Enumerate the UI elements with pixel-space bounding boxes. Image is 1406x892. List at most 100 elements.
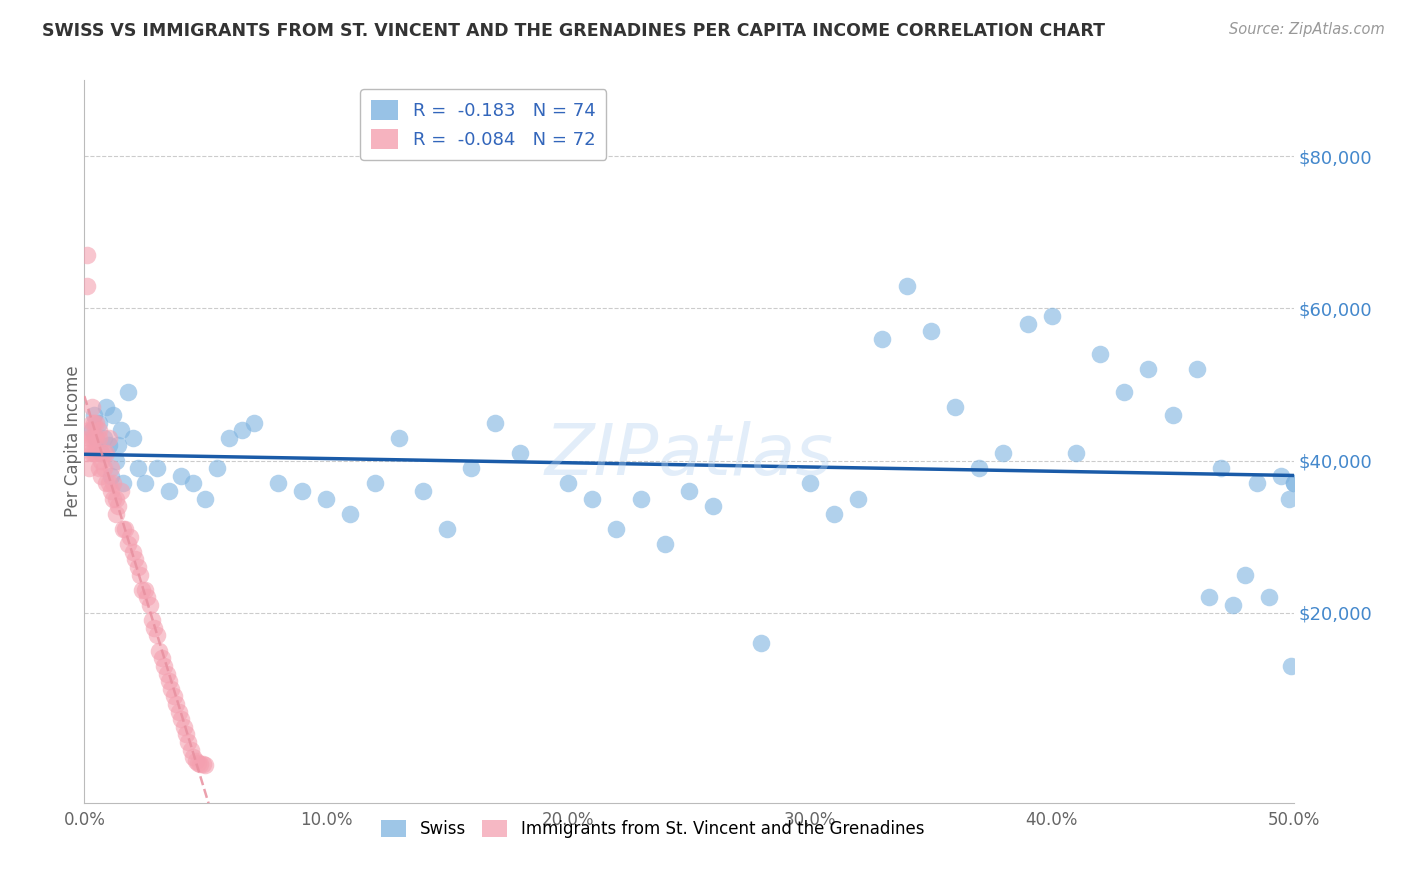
- Point: [86, 446, 108, 460]
- Point: [104, 507, 127, 521]
- Y-axis label: Per Capita Income: Per Capita Income: [65, 366, 82, 517]
- Point: [654, 537, 676, 551]
- Point: [87, 416, 110, 430]
- Point: [90, 453, 112, 467]
- Point: [170, 468, 193, 483]
- Point: [157, 483, 180, 498]
- Point: [363, 476, 385, 491]
- Point: [157, 674, 180, 689]
- Point: [1209, 461, 1232, 475]
- Point: [134, 476, 156, 491]
- Point: [846, 491, 869, 506]
- Point: [191, 757, 214, 772]
- Point: [87, 461, 110, 475]
- Point: [581, 491, 603, 506]
- Point: [87, 431, 110, 445]
- Point: [751, 636, 773, 650]
- Point: [76, 278, 98, 293]
- Point: [436, 522, 458, 536]
- Point: [207, 461, 229, 475]
- Point: [83, 446, 105, 460]
- Point: [181, 476, 204, 491]
- Point: [1278, 491, 1301, 506]
- Point: [110, 423, 132, 437]
- Point: [127, 461, 149, 475]
- Point: [104, 453, 127, 467]
- Point: [80, 423, 103, 437]
- Point: [167, 705, 190, 719]
- Point: [1040, 309, 1063, 323]
- Point: [80, 416, 103, 430]
- Point: [630, 491, 652, 506]
- Point: [90, 446, 112, 460]
- Point: [77, 423, 100, 437]
- Point: [460, 461, 482, 475]
- Point: [267, 476, 290, 491]
- Point: [120, 530, 142, 544]
- Point: [97, 431, 120, 445]
- Point: [143, 621, 166, 635]
- Point: [93, 431, 115, 445]
- Point: [110, 483, 132, 498]
- Point: [80, 446, 103, 460]
- Point: [83, 416, 105, 430]
- Point: [1246, 476, 1268, 491]
- Text: Source: ZipAtlas.com: Source: ZipAtlas.com: [1229, 22, 1385, 37]
- Point: [93, 461, 115, 475]
- Point: [1161, 408, 1184, 422]
- Point: [557, 476, 579, 491]
- Point: [100, 461, 122, 475]
- Point: [896, 278, 918, 293]
- Point: [107, 438, 129, 452]
- Point: [509, 446, 531, 460]
- Point: [112, 522, 135, 536]
- Point: [1185, 362, 1208, 376]
- Point: [136, 591, 159, 605]
- Point: [83, 408, 105, 422]
- Point: [194, 757, 217, 772]
- Point: [165, 697, 187, 711]
- Text: ZIPatlas: ZIPatlas: [544, 422, 834, 491]
- Point: [103, 491, 125, 506]
- Point: [174, 727, 197, 741]
- Point: [114, 522, 136, 536]
- Point: [146, 461, 169, 475]
- Point: [967, 461, 990, 475]
- Point: [339, 507, 361, 521]
- Point: [231, 423, 253, 437]
- Point: [121, 545, 143, 559]
- Point: [153, 659, 176, 673]
- Point: [943, 401, 966, 415]
- Point: [484, 416, 506, 430]
- Point: [121, 431, 143, 445]
- Point: [170, 712, 193, 726]
- Point: [77, 461, 100, 475]
- Point: [218, 431, 240, 445]
- Point: [1270, 468, 1292, 483]
- Point: [1137, 362, 1160, 376]
- Point: [146, 628, 169, 642]
- Point: [100, 483, 122, 498]
- Point: [605, 522, 627, 536]
- Point: [160, 681, 183, 696]
- Point: [103, 476, 125, 491]
- Point: [315, 491, 337, 506]
- Point: [86, 431, 108, 445]
- Point: [163, 690, 186, 704]
- Point: [86, 431, 108, 445]
- Point: [242, 416, 264, 430]
- Point: [77, 438, 100, 452]
- Point: [184, 754, 207, 768]
- Point: [76, 446, 98, 460]
- Point: [90, 468, 112, 483]
- Point: [194, 491, 217, 506]
- Point: [1282, 476, 1305, 491]
- Point: [678, 483, 700, 498]
- Text: SWISS VS IMMIGRANTS FROM ST. VINCENT AND THE GRENADINES PER CAPITA INCOME CORREL: SWISS VS IMMIGRANTS FROM ST. VINCENT AND…: [42, 22, 1105, 40]
- Point: [1258, 591, 1281, 605]
- Point: [97, 438, 120, 452]
- Point: [412, 483, 434, 498]
- Point: [134, 582, 156, 597]
- Point: [90, 446, 112, 460]
- Point: [127, 560, 149, 574]
